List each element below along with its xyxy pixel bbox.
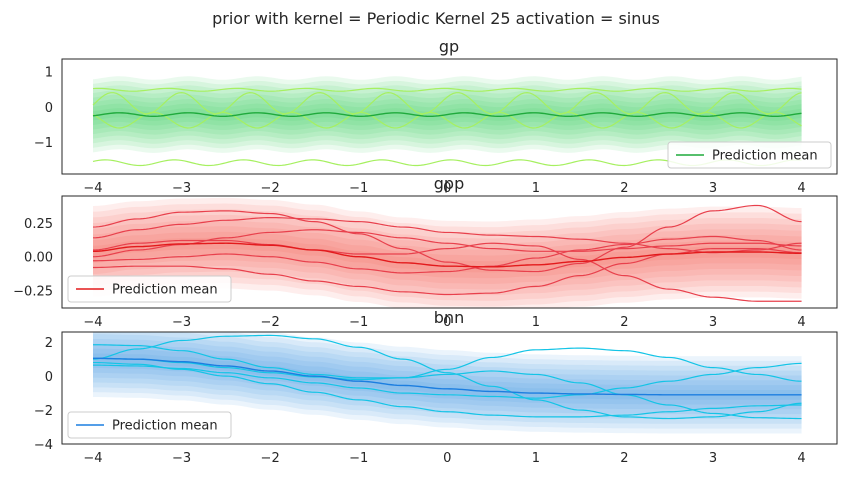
subplot-gp-title: gp: [439, 37, 459, 56]
sample-line-3: [92, 347, 802, 382]
y-tick-label: −1: [34, 136, 53, 151]
x-tick-label: −1: [349, 451, 368, 466]
axes-frame: [61, 195, 838, 309]
x-tick-label: 0: [443, 315, 451, 330]
x-tick-label: −3: [172, 315, 191, 330]
x-tick-label: 4: [797, 181, 805, 196]
legend-box: [667, 141, 832, 169]
sample-line-2: [92, 344, 802, 420]
sample-line-1: [92, 204, 802, 273]
x-tick-label: 2: [620, 181, 628, 196]
sample-line-4: [92, 235, 802, 274]
sample-line-6: [92, 229, 802, 258]
subplot-gp: gp −4 −3 −2 −1 0 1 2 3 4 1 0 −1 Prediction mean: [34, 37, 838, 196]
x-tick-label: 4: [797, 315, 805, 330]
x-tick-label: −4: [83, 315, 102, 330]
x-tick-label: 1: [532, 181, 540, 196]
sample-line-1: [92, 334, 802, 420]
subplot-bnn-title: bnn: [434, 308, 464, 327]
y-tick-label: 0.00: [24, 251, 53, 266]
figure-suptitle: prior with kernel = Periodic Kernel 25 a…: [212, 9, 660, 28]
legend-label: Prediction mean: [112, 419, 218, 434]
legend: Prediction mean: [67, 411, 232, 439]
sample-line-1: [92, 87, 802, 92]
confidence-band-2: [93, 332, 802, 429]
axes-frame: [61, 58, 838, 175]
x-tick-label: 0: [443, 181, 451, 196]
legend-label: Prediction mean: [712, 149, 818, 164]
y-tick-label: −2: [34, 404, 53, 419]
plot-content: [92, 197, 802, 308]
confidence-band-6: [93, 343, 802, 410]
prediction-mean-line: [92, 242, 802, 268]
legend-box: [67, 411, 232, 439]
y-tick-label: 0: [45, 101, 53, 116]
y-tick-label: 0: [45, 370, 53, 385]
x-tick-label: 1: [532, 315, 540, 330]
x-tick-label: −3: [172, 181, 191, 196]
plot-content: [92, 332, 802, 434]
confidence-band-1: [93, 197, 802, 308]
sample-line-3: [92, 239, 802, 302]
sample-line-5: [92, 361, 802, 418]
subplot-gpp: gpp −4 −3 −2 −1 0 1 2 3 4 0.25 0.00 −0.25 Prediction…: [13, 174, 838, 330]
y-tick-label: 0.25: [24, 217, 53, 232]
x-tick-label: −4: [83, 451, 102, 466]
sample-line-5: [92, 248, 802, 296]
y-tick-label: −0.25: [13, 284, 53, 299]
legend: Prediction mean: [67, 275, 232, 303]
sample-line-3: [92, 111, 802, 129]
x-tick-label: −1: [349, 181, 368, 196]
legend: Prediction mean: [667, 141, 832, 169]
x-tick-label: 3: [709, 181, 717, 196]
x-tick-label: 2: [620, 451, 628, 466]
confidence-band-7: [93, 348, 802, 405]
x-tick-label: −1: [349, 315, 368, 330]
confidence-band-3: [93, 332, 802, 424]
y-tick-label: 2: [45, 336, 53, 351]
confidence-band-7: [93, 231, 802, 279]
legend-label: Prediction mean: [112, 283, 218, 298]
y-tick-label: 1: [45, 65, 53, 80]
x-tick-label: 1: [532, 451, 540, 466]
x-tick-label: −2: [261, 181, 280, 196]
sample-line-2: [92, 216, 802, 254]
confidence-band-8: [93, 237, 802, 273]
x-tick-label: 2: [620, 315, 628, 330]
legend-box: [67, 275, 232, 303]
x-tick-label: 3: [709, 451, 717, 466]
x-tick-label: 4: [797, 451, 805, 466]
subplot-gpp-title: gpp: [434, 174, 464, 193]
confidence-band-2: [93, 203, 802, 307]
subplot-bnn: bnn −4 −3 −2 −1 0 1 2 3 4 2 0 −2 −4 Prediction mean: [34, 308, 838, 466]
confidence-band-5: [93, 220, 802, 290]
x-tick-label: −3: [172, 451, 191, 466]
plot-content: [92, 76, 802, 167]
x-tick-label: −2: [261, 315, 280, 330]
confidence-band-4: [93, 334, 802, 419]
prediction-mean-line: [92, 357, 802, 396]
confidence-band-1: [93, 332, 802, 434]
prediction-mean-line: [92, 112, 802, 118]
y-tick-label: −4: [34, 438, 53, 453]
x-tick-label: −4: [83, 181, 102, 196]
x-tick-label: −2: [261, 451, 280, 466]
x-tick-label: 3: [709, 315, 717, 330]
x-tick-label: 0: [443, 451, 451, 466]
axes-frame: [61, 331, 838, 445]
sample-line-2: [92, 92, 802, 115]
sample-line-4: [92, 362, 802, 399]
confidence-band-6: [93, 226, 802, 284]
